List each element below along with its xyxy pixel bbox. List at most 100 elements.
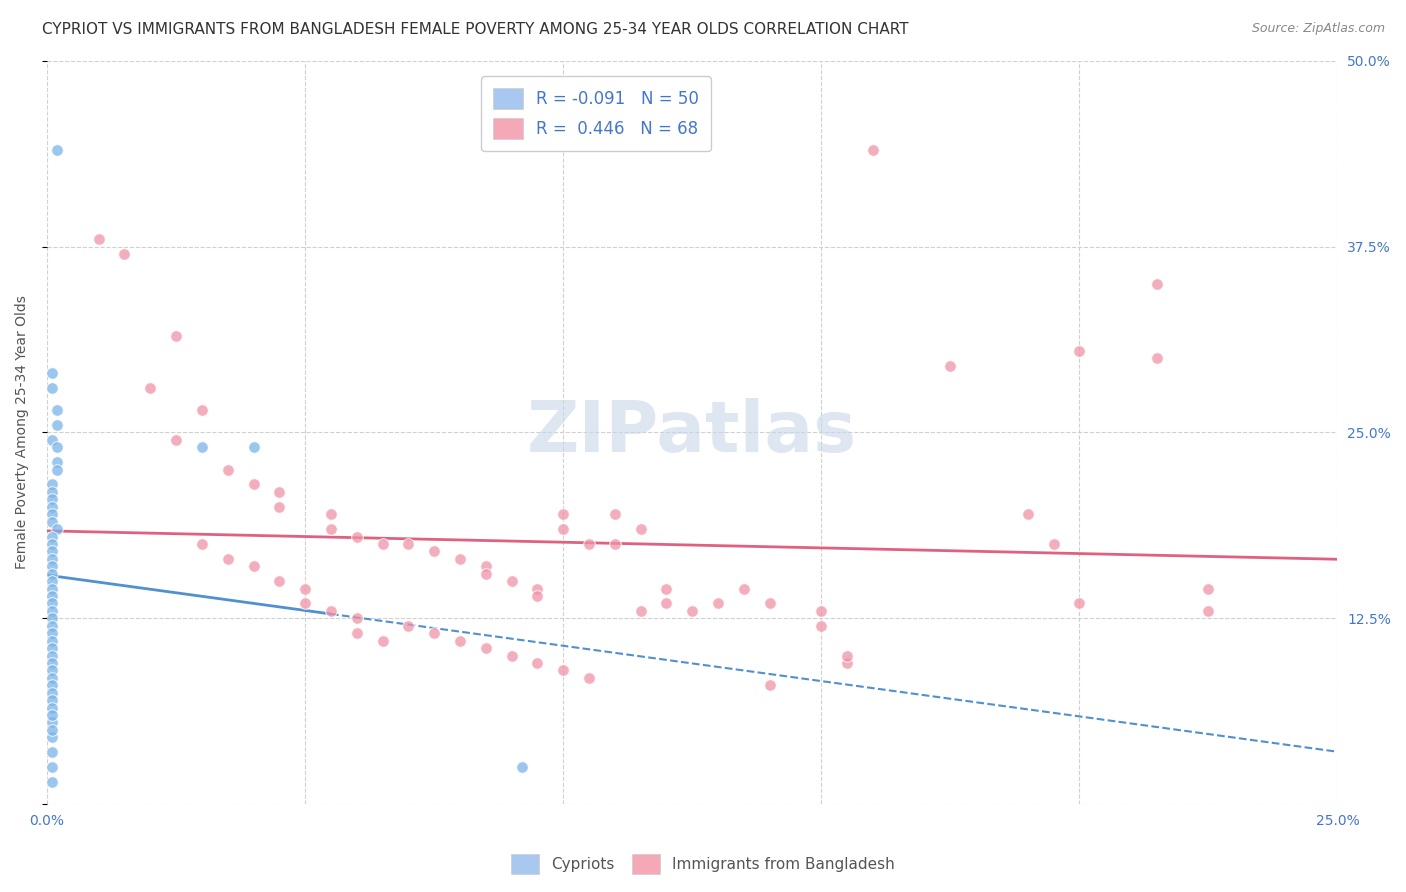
Point — [41, 515, 63, 529]
Point — [41, 537, 63, 551]
Point — [269, 500, 291, 514]
Point — [41, 664, 63, 678]
Point — [526, 582, 548, 596]
Point — [449, 633, 471, 648]
Point — [396, 619, 419, 633]
Point — [1197, 582, 1219, 596]
Point — [41, 678, 63, 692]
Point — [41, 693, 63, 707]
Point — [835, 648, 858, 663]
Text: Source: ZipAtlas.com: Source: ZipAtlas.com — [1251, 22, 1385, 36]
Point — [475, 559, 498, 574]
Point — [41, 484, 63, 499]
Point — [501, 574, 523, 589]
Point — [41, 492, 63, 507]
Point — [46, 143, 69, 157]
Point — [41, 641, 63, 656]
Point — [1069, 343, 1091, 358]
Point — [41, 715, 63, 730]
Point — [578, 537, 600, 551]
Point — [603, 507, 626, 521]
Point — [41, 760, 63, 774]
Legend: Cypriots, Immigrants from Bangladesh: Cypriots, Immigrants from Bangladesh — [505, 848, 901, 880]
Point — [269, 574, 291, 589]
Point — [41, 656, 63, 670]
Point — [835, 656, 858, 670]
Point — [1069, 597, 1091, 611]
Point — [475, 566, 498, 581]
Point — [139, 381, 162, 395]
Point — [41, 574, 63, 589]
Point — [217, 551, 239, 566]
Point — [41, 582, 63, 596]
Point — [41, 700, 63, 714]
Point — [630, 604, 652, 618]
Point — [526, 656, 548, 670]
Point — [41, 745, 63, 759]
Point — [655, 582, 678, 596]
Point — [41, 551, 63, 566]
Point — [41, 366, 63, 380]
Point — [41, 500, 63, 514]
Point — [242, 477, 264, 491]
Point — [46, 522, 69, 536]
Point — [41, 544, 63, 558]
Point — [733, 582, 755, 596]
Point — [242, 559, 264, 574]
Text: ZIPatlas: ZIPatlas — [527, 398, 858, 467]
Point — [41, 381, 63, 395]
Point — [41, 477, 63, 491]
Point — [810, 619, 832, 633]
Point — [46, 417, 69, 432]
Point — [191, 403, 214, 417]
Point — [41, 433, 63, 447]
Point — [191, 537, 214, 551]
Point — [1197, 604, 1219, 618]
Point — [41, 507, 63, 521]
Point — [810, 604, 832, 618]
Point — [371, 537, 394, 551]
Point — [346, 626, 368, 640]
Point — [630, 522, 652, 536]
Point — [294, 597, 316, 611]
Point — [114, 247, 136, 261]
Point — [41, 723, 63, 737]
Point — [553, 522, 575, 536]
Point — [862, 143, 884, 157]
Point — [758, 597, 780, 611]
Point — [1146, 277, 1168, 291]
Point — [346, 529, 368, 543]
Point — [758, 678, 780, 692]
Point — [423, 626, 446, 640]
Point — [1042, 537, 1064, 551]
Legend: R = -0.091   N = 50, R =  0.446   N = 68: R = -0.091 N = 50, R = 0.446 N = 68 — [481, 77, 711, 151]
Point — [603, 537, 626, 551]
Point — [423, 544, 446, 558]
Point — [46, 455, 69, 469]
Point — [191, 440, 214, 454]
Point — [319, 604, 342, 618]
Point — [41, 611, 63, 625]
Point — [41, 619, 63, 633]
Point — [346, 611, 368, 625]
Point — [578, 671, 600, 685]
Point — [707, 597, 730, 611]
Point — [41, 686, 63, 700]
Point — [41, 775, 63, 789]
Point — [501, 648, 523, 663]
Point — [939, 359, 962, 373]
Point — [41, 589, 63, 603]
Point — [41, 559, 63, 574]
Point — [41, 626, 63, 640]
Point — [319, 522, 342, 536]
Point — [553, 664, 575, 678]
Point — [655, 597, 678, 611]
Point — [41, 633, 63, 648]
Point — [165, 433, 187, 447]
Point — [294, 582, 316, 596]
Point — [526, 589, 548, 603]
Point — [1146, 351, 1168, 365]
Point — [449, 551, 471, 566]
Point — [46, 462, 69, 476]
Point — [217, 462, 239, 476]
